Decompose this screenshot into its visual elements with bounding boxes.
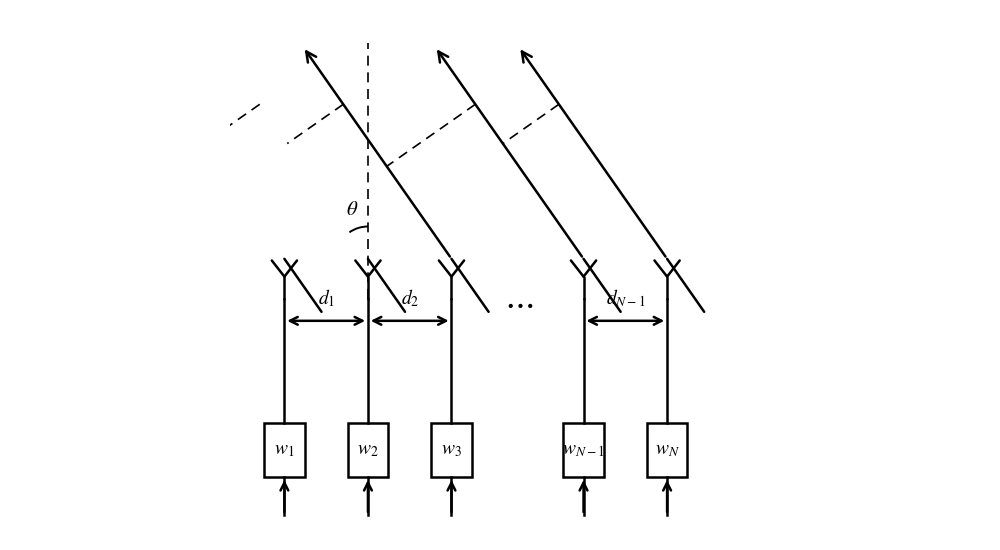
Text: $d_2$: $d_2$ — [401, 287, 419, 309]
Text: $w_{N-1}$: $w_{N-1}$ — [562, 442, 605, 459]
Text: $\theta$: $\theta$ — [346, 200, 359, 219]
Text: $w_{N}$: $w_{N}$ — [655, 442, 680, 459]
Bar — [431, 424, 472, 477]
Text: $d_1$: $d_1$ — [318, 287, 335, 309]
Bar — [563, 424, 604, 477]
Bar — [264, 424, 305, 477]
Text: $d_{N-1}$: $d_{N-1}$ — [606, 287, 645, 309]
Text: $w_{2}$: $w_{2}$ — [357, 442, 379, 459]
Text: $w_{3}$: $w_{3}$ — [441, 442, 462, 459]
Bar — [348, 424, 388, 477]
Text: $w_{1}$: $w_{1}$ — [274, 442, 295, 459]
Bar — [647, 424, 687, 477]
Text: $\cdots$: $\cdots$ — [504, 290, 534, 320]
